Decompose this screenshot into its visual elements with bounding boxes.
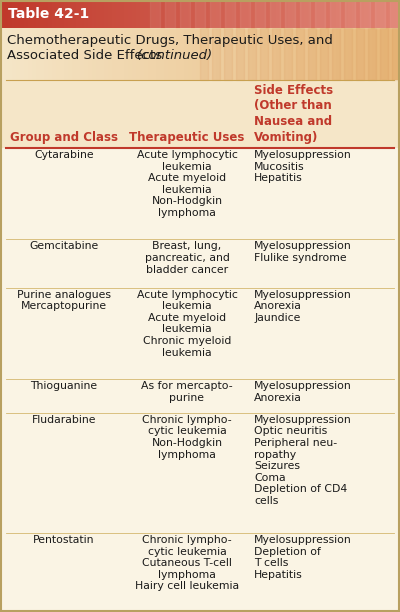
- Text: Myelosuppression
Mucositis
Hepatitis: Myelosuppression Mucositis Hepatitis: [254, 150, 352, 183]
- Text: Acute lymphocytic
leukemia
Acute myeloid
leukemia
Chronic myeloid
leukemia: Acute lymphocytic leukemia Acute myeloid…: [136, 289, 238, 357]
- Text: Chemotherapeutic Drugs, Therapeutic Uses, and: Chemotherapeutic Drugs, Therapeutic Uses…: [7, 34, 333, 47]
- Polygon shape: [300, 0, 310, 28]
- Bar: [0, 80, 400, 148]
- Text: Associated Side Effects: Associated Side Effects: [7, 49, 166, 62]
- Text: Myelosuppression
Depletion of
T cells
Hepatitis: Myelosuppression Depletion of T cells He…: [254, 535, 352, 580]
- Polygon shape: [356, 28, 364, 80]
- Polygon shape: [180, 0, 190, 28]
- Polygon shape: [240, 0, 250, 28]
- Polygon shape: [270, 0, 280, 28]
- Text: Chronic lympho-
cytic leukemia
Cutaneous T-cell
lymphoma
Hairy cell leukemia: Chronic lympho- cytic leukemia Cutaneous…: [135, 535, 239, 591]
- Polygon shape: [260, 28, 268, 80]
- Text: Table 42-1: Table 42-1: [8, 7, 89, 21]
- Text: Acute lymphocytic
leukemia
Acute myeloid
leukemia
Non-Hodgkin
lymphoma: Acute lymphocytic leukemia Acute myeloid…: [136, 150, 238, 218]
- Text: Fludarabine: Fludarabine: [32, 415, 96, 425]
- Polygon shape: [225, 0, 235, 28]
- Text: Myelosuppression
Flulike syndrome: Myelosuppression Flulike syndrome: [254, 241, 352, 263]
- Text: (continued): (continued): [137, 49, 213, 62]
- Polygon shape: [272, 28, 280, 80]
- Text: Side Effects
(Other than
Nausea and
Vomiting): Side Effects (Other than Nausea and Vomi…: [254, 84, 333, 143]
- Polygon shape: [284, 28, 292, 80]
- Text: Pentostatin: Pentostatin: [33, 535, 95, 545]
- Polygon shape: [380, 28, 388, 80]
- Text: Gemcitabine: Gemcitabine: [29, 241, 99, 252]
- Text: Cytarabine: Cytarabine: [34, 150, 94, 160]
- Text: Purine analogues
Mercaptopurine: Purine analogues Mercaptopurine: [17, 289, 111, 311]
- Text: Myelosuppression
Anorexia: Myelosuppression Anorexia: [254, 381, 352, 403]
- Text: Myelosuppression
Anorexia
Jaundice: Myelosuppression Anorexia Jaundice: [254, 289, 352, 323]
- Polygon shape: [212, 28, 220, 80]
- Text: Therapeutic Uses: Therapeutic Uses: [129, 131, 245, 144]
- Text: As for mercapto-
purine: As for mercapto- purine: [141, 381, 233, 403]
- Polygon shape: [308, 28, 316, 80]
- Polygon shape: [248, 28, 256, 80]
- Polygon shape: [360, 0, 370, 28]
- Text: Chronic lympho-
cytic leukemia
Non-Hodgkin
lymphoma: Chronic lympho- cytic leukemia Non-Hodgk…: [142, 415, 232, 460]
- Text: Myelosuppression
Optic neuritis
Peripheral neu-
ropathy
Seizures
Coma
Depletion : Myelosuppression Optic neuritis Peripher…: [254, 415, 352, 506]
- Polygon shape: [296, 28, 304, 80]
- Text: Thioguanine: Thioguanine: [30, 381, 98, 391]
- Polygon shape: [150, 0, 160, 28]
- Polygon shape: [345, 0, 355, 28]
- Polygon shape: [236, 28, 244, 80]
- Bar: [0, 148, 400, 612]
- Text: Group and Class: Group and Class: [10, 131, 118, 144]
- Polygon shape: [375, 0, 385, 28]
- Polygon shape: [165, 0, 175, 28]
- Polygon shape: [195, 0, 205, 28]
- Polygon shape: [320, 28, 328, 80]
- Polygon shape: [255, 0, 265, 28]
- Polygon shape: [224, 28, 232, 80]
- Polygon shape: [392, 28, 400, 80]
- Polygon shape: [332, 28, 340, 80]
- Polygon shape: [344, 28, 352, 80]
- Polygon shape: [285, 0, 295, 28]
- Polygon shape: [330, 0, 340, 28]
- Polygon shape: [315, 0, 325, 28]
- Polygon shape: [368, 28, 376, 80]
- Text: Breast, lung,
pancreatic, and
bladder cancer: Breast, lung, pancreatic, and bladder ca…: [144, 241, 230, 275]
- Polygon shape: [390, 0, 400, 28]
- Polygon shape: [200, 28, 208, 80]
- Polygon shape: [210, 0, 220, 28]
